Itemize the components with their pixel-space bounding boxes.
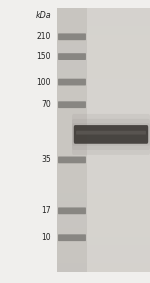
Bar: [57, 210, 150, 219]
Bar: [57, 61, 150, 70]
FancyBboxPatch shape: [58, 53, 86, 60]
Bar: [57, 166, 150, 175]
Text: 10: 10: [41, 233, 51, 242]
Bar: [57, 254, 150, 263]
Text: 70: 70: [41, 100, 51, 109]
Bar: [57, 140, 150, 149]
Bar: [57, 8, 150, 17]
FancyBboxPatch shape: [58, 207, 86, 214]
Text: 150: 150: [36, 52, 51, 61]
Bar: [57, 35, 150, 44]
FancyBboxPatch shape: [58, 234, 86, 241]
Bar: [57, 26, 150, 35]
Bar: [57, 149, 150, 158]
Text: kDa: kDa: [35, 11, 51, 20]
Text: 35: 35: [41, 155, 51, 164]
Bar: [57, 52, 150, 61]
Bar: [57, 263, 150, 272]
FancyBboxPatch shape: [72, 114, 150, 155]
FancyBboxPatch shape: [58, 101, 86, 108]
Bar: [87, 8, 150, 272]
Bar: [57, 228, 150, 237]
Bar: [57, 79, 150, 87]
Bar: [57, 70, 150, 79]
Bar: [57, 105, 150, 114]
Bar: [57, 175, 150, 184]
Bar: [57, 17, 150, 26]
Text: 17: 17: [41, 206, 51, 215]
Bar: [57, 245, 150, 254]
FancyBboxPatch shape: [58, 79, 86, 85]
Bar: [57, 114, 150, 123]
Bar: [57, 193, 150, 201]
Bar: [57, 201, 150, 210]
FancyBboxPatch shape: [76, 131, 146, 135]
Bar: [57, 87, 150, 96]
Text: 100: 100: [36, 78, 51, 87]
Bar: [57, 158, 150, 166]
Bar: [57, 184, 150, 193]
Bar: [57, 131, 150, 140]
Text: 210: 210: [37, 32, 51, 41]
Bar: [57, 219, 150, 228]
FancyBboxPatch shape: [72, 123, 150, 146]
Bar: [57, 8, 87, 272]
Bar: [57, 44, 150, 52]
Bar: [57, 123, 150, 131]
Bar: [57, 96, 150, 105]
FancyBboxPatch shape: [58, 156, 86, 163]
FancyBboxPatch shape: [58, 33, 86, 40]
FancyBboxPatch shape: [72, 119, 150, 150]
FancyBboxPatch shape: [74, 125, 148, 144]
Bar: [57, 237, 150, 245]
